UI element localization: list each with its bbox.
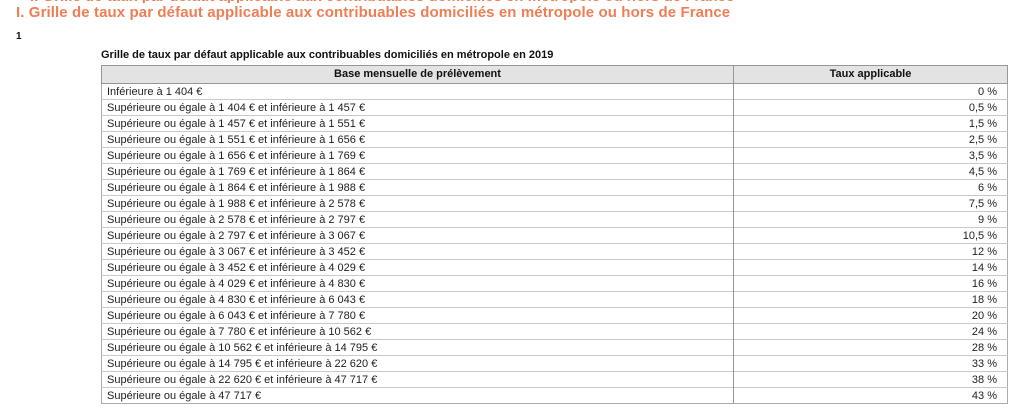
taux-cell: 2,5 % [733,131,1008,148]
taux-cell: 14 % [733,259,1008,276]
table-title: Grille de taux par défaut applicable aux… [101,49,554,61]
base-cell: Supérieure ou égale à 1 551 € et inférie… [101,131,734,148]
base-cell: Supérieure ou égale à 1 656 € et inférie… [101,147,734,164]
taux-cell: 9 % [733,211,1008,228]
table-row: Supérieure ou égale à 1 551 € et inférie… [101,131,1008,148]
column-header-taux: Taux applicable [733,65,1008,84]
table-row: Supérieure ou égale à 3 452 € et inférie… [101,259,1008,276]
taux-cell: 20 % [733,307,1008,324]
base-cell: Supérieure ou égale à 47 717 € [101,387,734,404]
base-cell: Supérieure ou égale à 1 864 € et inférie… [101,179,734,196]
table-row: Inférieure à 1 404 € 0 % [101,83,1008,100]
rates-table: Base mensuelle de prélèvement Taux appli… [101,65,1008,404]
base-cell: Supérieure ou égale à 4 830 € et inférie… [101,291,734,308]
base-cell: Supérieure ou égale à 7 780 € et inférie… [101,323,734,340]
taux-cell: 16 % [733,275,1008,292]
table-row: Supérieure ou égale à 1 656 € et inférie… [101,147,1008,164]
base-cell: Supérieure ou égale à 1 404 € et inférie… [101,99,734,116]
taux-cell: 1,5 % [733,115,1008,132]
base-cell: Supérieure ou égale à 3 452 € et inférie… [101,259,734,276]
table-row: Supérieure ou égale à 7 780 € et inférie… [101,323,1008,340]
table-row: Supérieure ou égale à 10 562 € et inféri… [101,339,1008,356]
table-row: Supérieure ou égale à 4 830 € et inférie… [101,291,1008,308]
base-cell: Supérieure ou égale à 6 043 € et inférie… [101,307,734,324]
table-row: Supérieure ou égale à 1 457 € et inférie… [101,115,1008,132]
base-cell: Supérieure ou égale à 10 562 € et inféri… [101,339,734,356]
table-row: Supérieure ou égale à 2 797 € et inférie… [101,227,1008,244]
table-row: Supérieure ou égale à 4 029 € et inférie… [101,275,1008,292]
footnote-marker: 1 [16,31,22,42]
taux-cell: 6 % [733,179,1008,196]
taux-cell: 0,5 % [733,99,1008,116]
table-row: Supérieure ou égale à 14 795 € et inféri… [101,355,1008,372]
base-cell: Supérieure ou égale à 3 067 € et inférie… [101,243,734,260]
taux-cell: 0 % [733,83,1008,100]
base-cell: Supérieure ou égale à 1 769 € et inférie… [101,163,734,180]
table-row: Supérieure ou égale à 6 043 € et inférie… [101,307,1008,324]
clipped-text-artifact: I. Grille de taux par défaut applicable … [30,0,1024,3]
taux-cell: 12 % [733,243,1008,260]
page-title: I. Grille de taux par défaut applicable … [16,4,731,21]
table-row: Supérieure ou égale à 1 404 € et inférie… [101,99,1008,116]
taux-cell: 33 % [733,355,1008,372]
table-row: Supérieure ou égale à 2 578 € et inférie… [101,211,1008,228]
table-row: Supérieure ou égale à 47 717 € 43 % [101,387,1008,404]
taux-cell: 18 % [733,291,1008,308]
base-cell: Supérieure ou égale à 1 457 € et inférie… [101,115,734,132]
base-cell: Supérieure ou égale à 2 578 € et inférie… [101,211,734,228]
taux-cell: 43 % [733,387,1008,404]
column-header-base: Base mensuelle de prélèvement [101,65,734,84]
table-body: Inférieure à 1 404 € 0 % Supérieure ou é… [101,83,1008,404]
table-header-row: Base mensuelle de prélèvement Taux appli… [101,65,1008,84]
taux-cell: 28 % [733,339,1008,356]
table-row: Supérieure ou égale à 3 067 € et inférie… [101,243,1008,260]
base-cell: Supérieure ou égale à 1 988 € et inférie… [101,195,734,212]
rates-table-section: Grille de taux par défaut applicable aux… [101,49,1008,404]
base-cell: Supérieure ou égale à 22 620 € et inféri… [101,371,734,388]
base-cell: Supérieure ou égale à 14 795 € et inféri… [101,355,734,372]
base-cell: Supérieure ou égale à 4 029 € et inférie… [101,275,734,292]
base-cell: Inférieure à 1 404 € [101,83,734,100]
taux-cell: 38 % [733,371,1008,388]
table-row: Supérieure ou égale à 22 620 € et inféri… [101,371,1008,388]
table-row: Supérieure ou égale à 1 864 € et inférie… [101,179,1008,196]
table-row: Supérieure ou égale à 1 769 € et inférie… [101,163,1008,180]
taux-cell: 10,5 % [733,227,1008,244]
taux-cell: 24 % [733,323,1008,340]
base-cell: Supérieure ou égale à 2 797 € et inférie… [101,227,734,244]
clipped-text: I. Grille de taux par défaut applicable … [30,0,734,3]
table-row: Supérieure ou égale à 1 988 € et inférie… [101,195,1008,212]
taux-cell: 4,5 % [733,163,1008,180]
taux-cell: 3,5 % [733,147,1008,164]
taux-cell: 7,5 % [733,195,1008,212]
